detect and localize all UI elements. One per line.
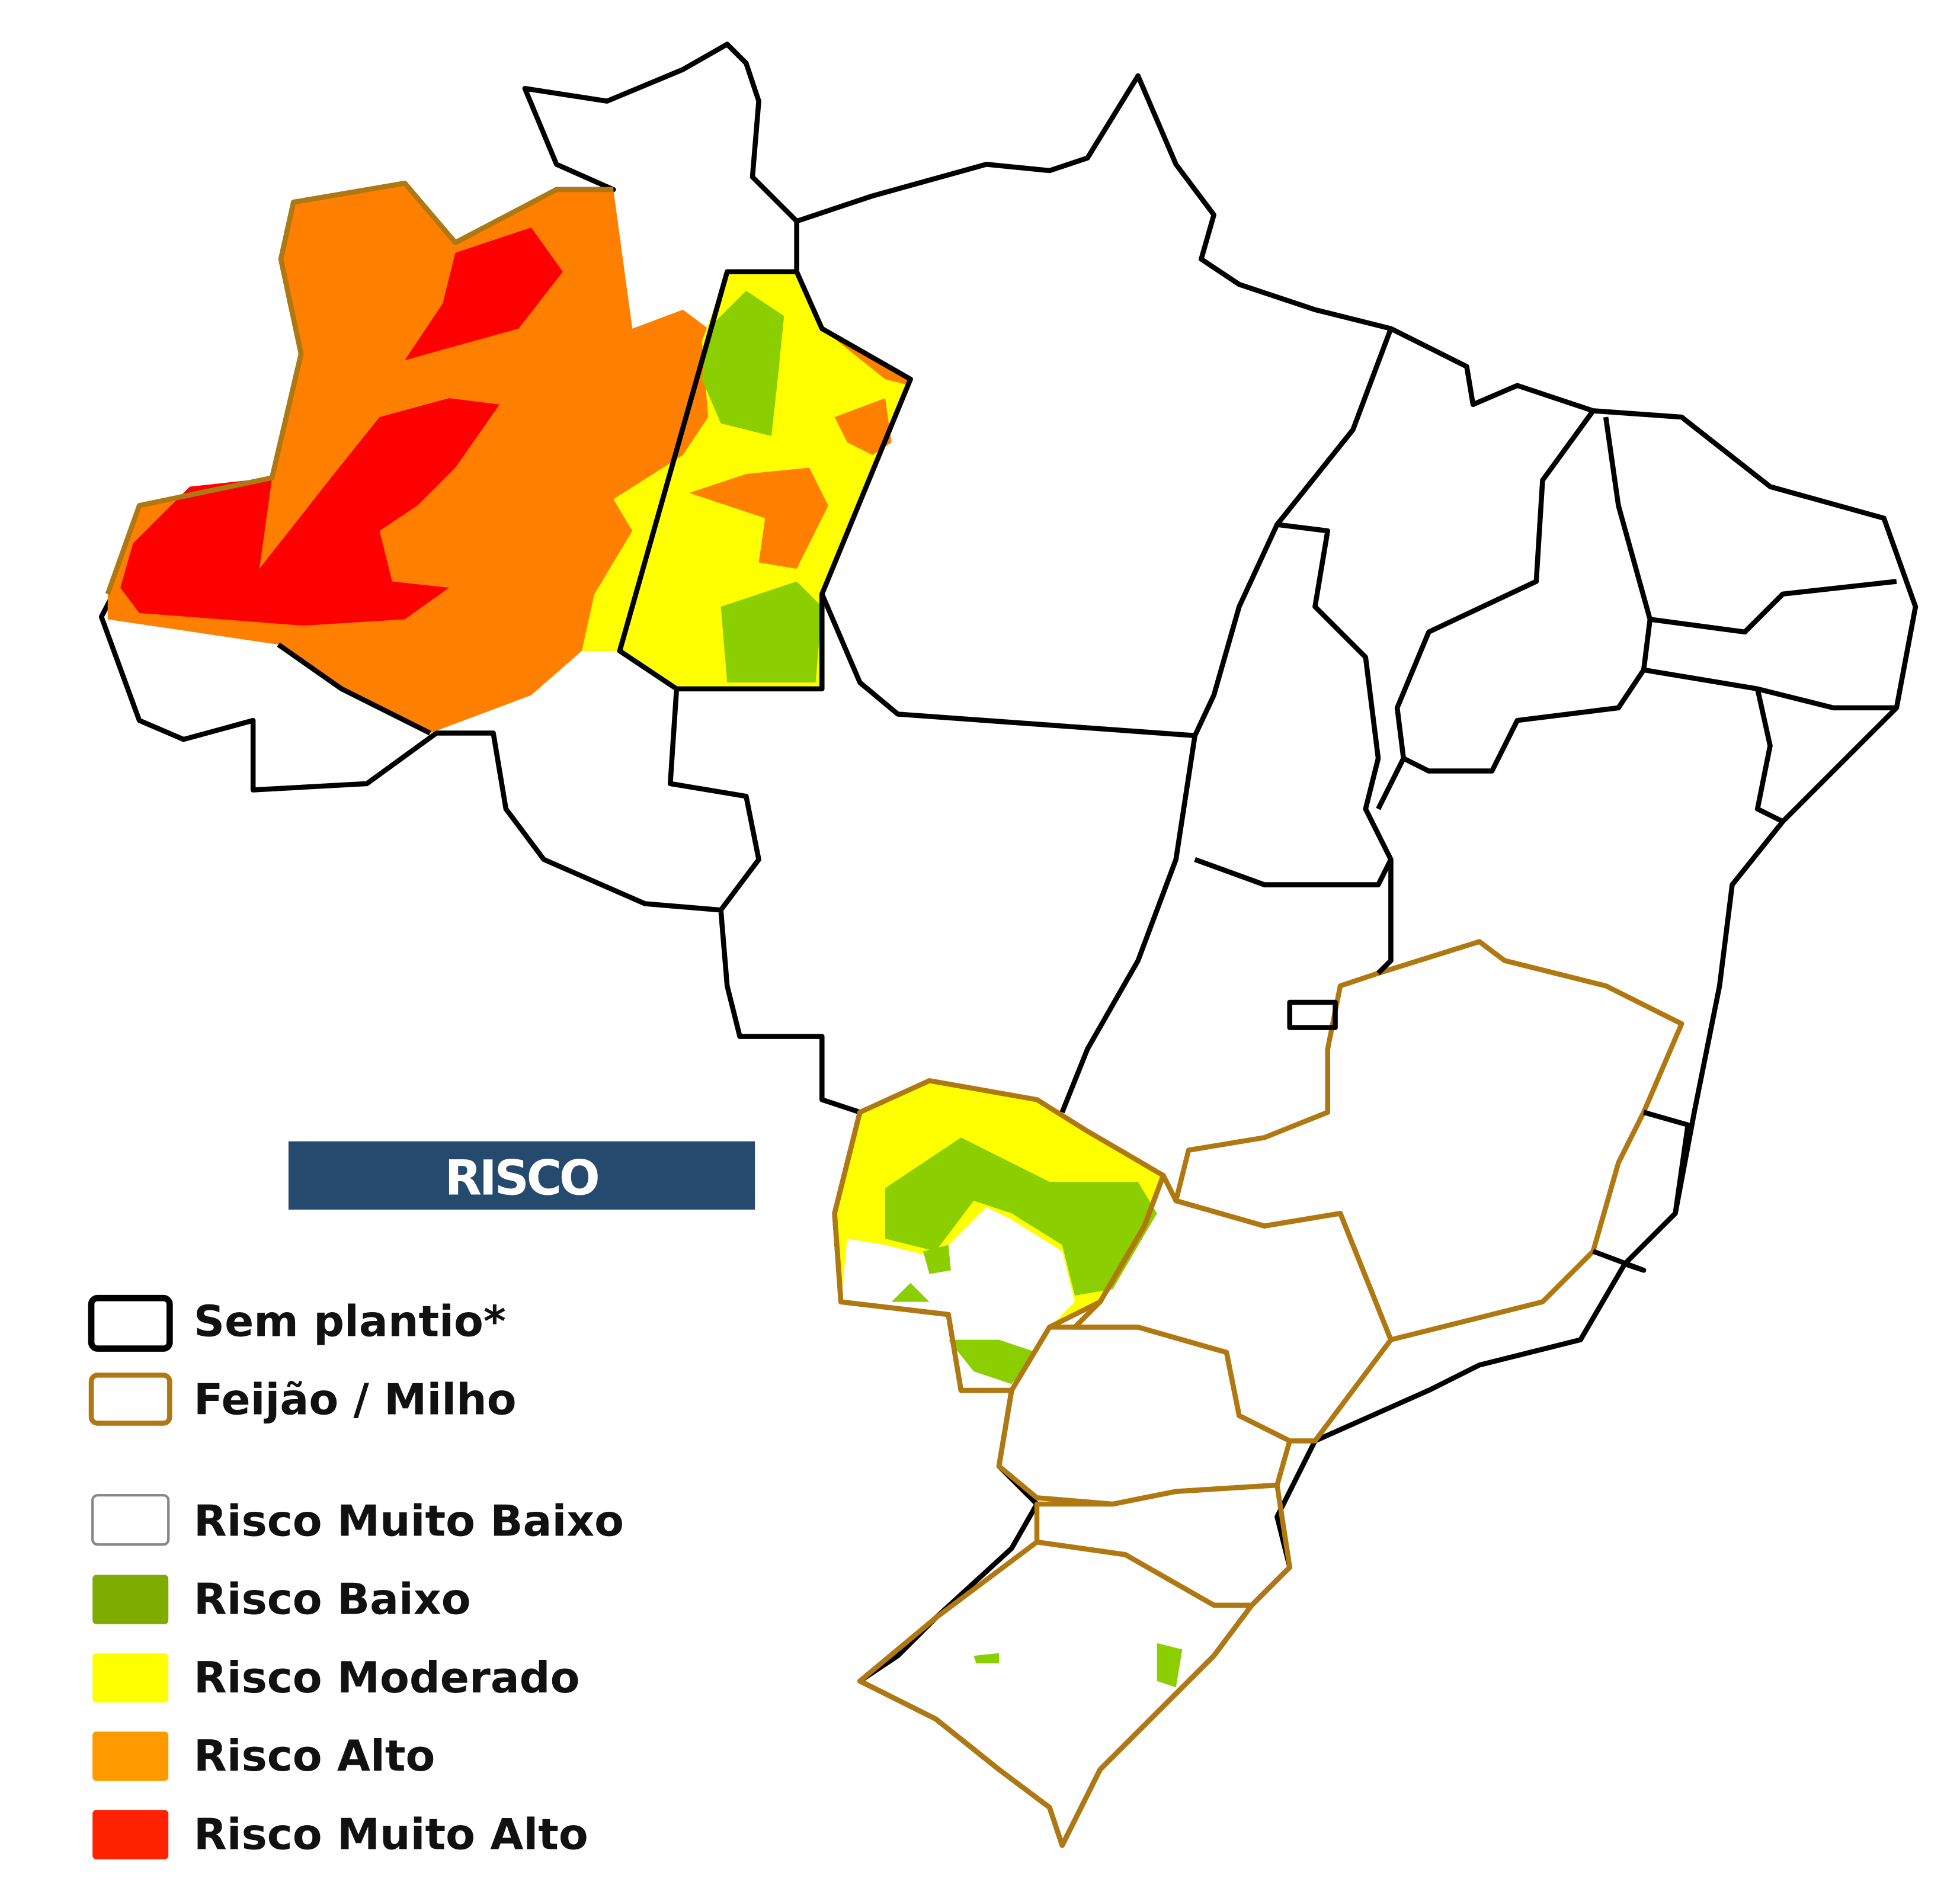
region-risk-very-high [405, 227, 563, 361]
region-risk-high [689, 467, 828, 569]
state-boundary [1642, 1110, 1691, 1214]
state-outline-ms [832, 1078, 1166, 1393]
region-risk-low [891, 1283, 930, 1302]
legend-label-no-planting: Sem plantio* [194, 1297, 506, 1346]
state-boundary [1192, 523, 1280, 737]
legend-label-moderate: Risco Moderado [194, 1653, 580, 1703]
swatch-very-low [91, 1493, 170, 1546]
state-boundary [1643, 667, 1897, 711]
crop-outline [105, 181, 614, 595]
region-risk-low [948, 1339, 1037, 1384]
state-boundary [1592, 1249, 1647, 1273]
state-boundary [1376, 859, 1394, 975]
state-boundary [1376, 409, 1596, 810]
region-risk-very-low [841, 1207, 1075, 1391]
state-outline-mg [1173, 939, 1684, 1342]
region-risk-very-high [120, 398, 500, 626]
swatch-crop [88, 1373, 172, 1426]
legend-label-low: Risco Baixo [194, 1575, 471, 1625]
swatch-moderate [92, 1653, 169, 1703]
region-risk-high [834, 398, 892, 456]
swatch-no-planting [88, 1294, 173, 1352]
legend-title: RISCO [444, 1150, 597, 1206]
region-risk-low [923, 1245, 951, 1274]
swatch-low [92, 1575, 169, 1624]
state-boundary [1059, 735, 1197, 1114]
legend-label-crop: Feijão / Milho [194, 1376, 517, 1425]
federal-district-outline [1287, 999, 1338, 1030]
legend: RISCO Sem plantio* Feijão / Milho Risco … [88, 1141, 755, 1860]
state-boundary [667, 688, 761, 912]
legend-label-very-low: Risco Muito Baixo [194, 1496, 624, 1546]
region-risk-low [720, 581, 822, 683]
region-risk-low [973, 1653, 1000, 1663]
legend-label-high: Risco Alto [194, 1732, 435, 1781]
state-boundary [819, 593, 1196, 739]
map [98, 41, 1919, 1848]
swatch-high [92, 1732, 169, 1781]
region-risk-low [1157, 1643, 1183, 1688]
state-outline-pr [996, 1325, 1293, 1507]
swatch-very-high [92, 1810, 169, 1859]
state-outline-rs [857, 1539, 1255, 1848]
region-risk-low [702, 290, 784, 437]
legend-label-very-high: Risco Muito Alto [194, 1810, 588, 1860]
state-boundary [277, 642, 431, 736]
state-boundary [1194, 328, 1394, 887]
state-boundary [1650, 579, 1897, 635]
legend-title-bar [288, 1141, 755, 1210]
state-boundary [1754, 688, 1784, 824]
brazil-outline [98, 41, 1919, 1848]
region-risk-low [885, 1137, 1157, 1296]
state-boundary [1402, 416, 1653, 774]
